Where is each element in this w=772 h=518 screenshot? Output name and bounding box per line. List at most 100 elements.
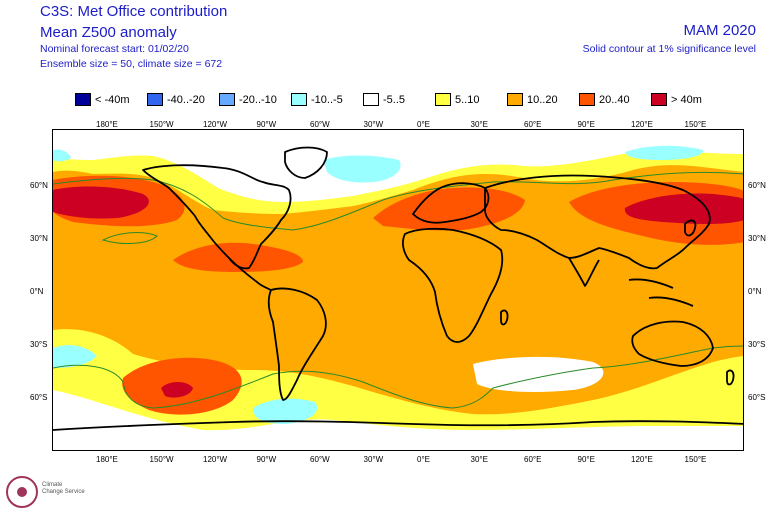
india-outline <box>568 257 600 287</box>
anomaly-field-20-40-europe <box>373 187 525 231</box>
significance-note: Solid contour at 1% significance level <box>582 43 756 55</box>
anomaly-field-cyan-far-west <box>53 149 71 162</box>
legend-label: < -40m <box>95 93 130 106</box>
legend-label: > 40m <box>671 93 702 106</box>
longitude-tick-label: 90°E <box>577 455 595 464</box>
longitude-tick-label: 120°W <box>203 455 228 464</box>
japan-outline <box>684 219 697 237</box>
latitude-tick-label: 30°N <box>748 234 766 243</box>
anomaly-field-5-10-south <box>53 329 743 450</box>
legend-swatch <box>147 93 163 106</box>
logo-line2: Change Service <box>42 489 85 495</box>
legend-swatch <box>435 93 451 106</box>
legend-label: -40..-20 <box>167 93 205 106</box>
legend-label: -5..5 <box>383 93 406 106</box>
antarctica-outline <box>53 420 743 431</box>
greenland-outline <box>284 146 328 179</box>
anomaly-field-cyan-pacific-north <box>625 145 704 160</box>
legend-label: 10..20 <box>527 93 558 106</box>
legend-swatch <box>75 93 91 106</box>
forecast-start-text: Nominal forecast start: 01/02/20 <box>40 43 189 55</box>
logo-line1: Climate <box>42 482 63 488</box>
anomaly-map <box>52 129 744 451</box>
legend-swatch <box>507 93 523 106</box>
legend-item: -10..-5 <box>291 91 343 108</box>
anomaly-field-gt40-north-pacific-east <box>624 193 743 224</box>
latitude-tick-label: 30°N <box>30 234 48 243</box>
latitude-tick-label: 0°N <box>748 287 762 296</box>
legend-swatch <box>291 93 307 106</box>
madagascar-outline <box>500 309 509 326</box>
legend-item: 10..20 <box>507 91 558 108</box>
legend-swatch <box>579 93 595 106</box>
legend-item: 5..10 <box>435 91 479 108</box>
southeast-asia-islands-outline <box>628 278 694 307</box>
longitude-tick-label: 150°W <box>149 120 174 129</box>
africa-outline <box>402 227 504 343</box>
latitude-tick-label: 0°N <box>30 287 44 296</box>
south-america-outline <box>267 287 327 401</box>
new-zealand-outline <box>726 369 735 386</box>
legend-label: -20..-10 <box>239 93 277 106</box>
longitude-tick-label: 30°E <box>470 120 488 129</box>
longitude-tick-label: 90°E <box>577 120 595 129</box>
legend-item: 20..40 <box>579 91 630 108</box>
longitude-tick-label: 150°E <box>684 455 707 464</box>
legend-item: -20..-10 <box>219 91 277 108</box>
chart-subtitle: Mean Z500 anomaly <box>40 24 177 41</box>
longitude-tick-label: 120°W <box>203 120 228 129</box>
legend-swatch <box>219 93 235 106</box>
australia-outline <box>631 320 714 367</box>
chart-title: C3S: Met Office contribution <box>40 3 228 20</box>
longitude-tick-label: 180°E <box>96 455 118 464</box>
longitude-tick-label: 120°E <box>631 120 653 129</box>
legend-item: -5..5 <box>363 91 405 108</box>
longitude-tick-label: 150°E <box>684 120 707 129</box>
legend-item: > 40m <box>651 91 702 108</box>
legend-label: 5..10 <box>455 93 480 106</box>
anomaly-field-near-zero-south <box>53 390 743 450</box>
latitude-tick-label: 60°N <box>748 181 766 190</box>
climate-service-logo-icon <box>6 476 38 508</box>
longitude-tick-label: 0°E <box>417 120 430 129</box>
longitude-tick-label: 60°W <box>310 455 330 464</box>
legend-label: 20..40 <box>599 93 630 106</box>
longitude-tick-label: 180°E <box>96 120 118 129</box>
longitude-tick-label: 150°W <box>149 455 174 464</box>
longitude-tick-label: 60°E <box>524 120 542 129</box>
legend-label: -10..-5 <box>311 93 343 106</box>
logo-text: Climate Change Service <box>42 482 85 496</box>
asia-outline <box>484 174 711 270</box>
legend-swatch <box>363 93 379 106</box>
coastlines <box>53 146 743 431</box>
season-label: MAM 2020 <box>683 22 756 39</box>
latitude-tick-label: 30°S <box>30 340 48 349</box>
anomaly-field-20-40-caribbean <box>173 242 303 272</box>
longitude-tick-label: 90°W <box>256 455 277 464</box>
central-america-outline <box>228 257 272 291</box>
latitude-tick-label: 60°S <box>30 393 48 402</box>
latitude-tick-label: 60°S <box>748 393 766 402</box>
latitude-tick-label: 60°N <box>30 181 48 190</box>
anomaly-field-gt40-north-pacific-west <box>53 186 149 219</box>
longitude-tick-label: 30°W <box>363 120 384 129</box>
anomaly-field-gt40-south-pacific <box>161 382 193 398</box>
anomaly-field-white-south-indian <box>473 356 604 392</box>
legend-item: < -40m <box>75 91 130 108</box>
legend-swatch <box>651 93 667 106</box>
longitude-tick-label: 120°E <box>631 455 653 464</box>
anomaly-field-cyan-southwest <box>53 345 97 368</box>
significance-contour-south <box>53 345 743 409</box>
ensemble-size-text: Ensemble size = 50, climate size = 672 <box>40 58 223 70</box>
longitude-tick-label: 60°E <box>524 455 542 464</box>
longitude-tick-label: 30°W <box>363 455 384 464</box>
anomaly-field-cyan-atlantic-north <box>323 155 401 183</box>
europe-outline <box>412 182 490 224</box>
longitude-tick-label: 90°W <box>256 120 277 129</box>
longitude-tick-label: 0°E <box>417 455 430 464</box>
significance-contour-atlantic <box>101 232 158 244</box>
anomaly-field-cyan-south <box>253 398 318 424</box>
latitude-tick-label: 30°S <box>748 340 766 349</box>
north-america-outline <box>142 164 292 270</box>
longitude-tick-label: 30°E <box>470 455 488 464</box>
